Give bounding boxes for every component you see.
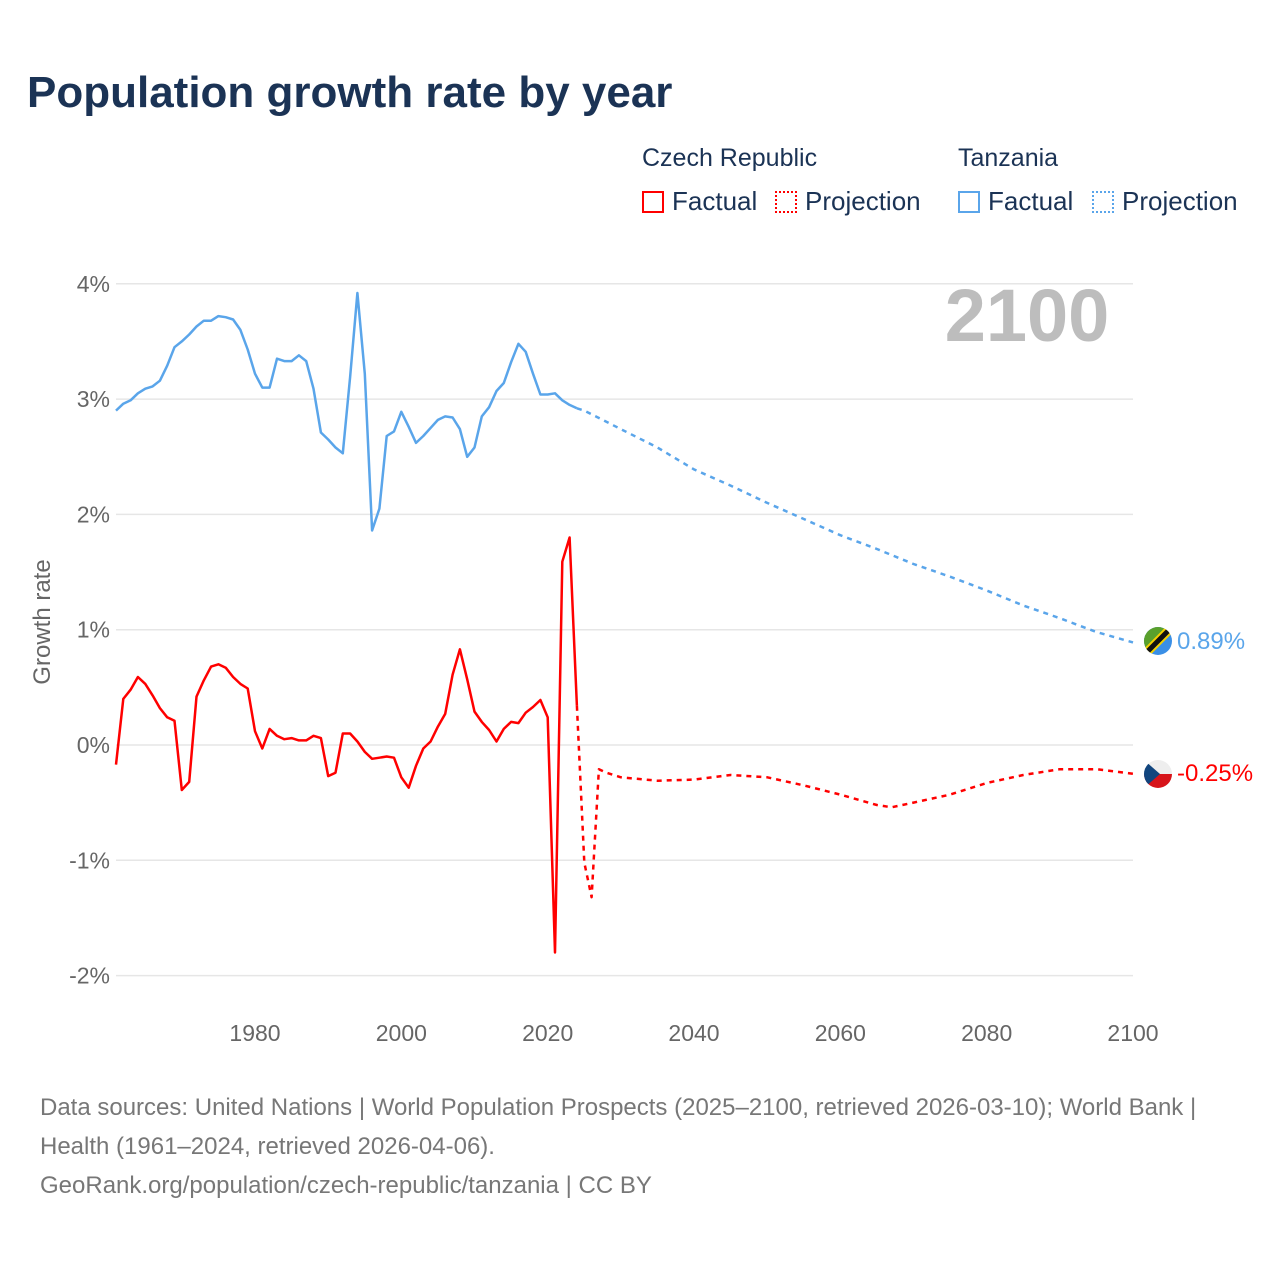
x-tick-label: 2080 [961,1020,1012,1046]
legend-swatch-dotted [1092,190,1114,213]
x-tick-label: 2020 [522,1020,573,1046]
tanzania-end-label: 0.89% [1177,628,1245,655]
legend-swatch-solid [642,190,664,213]
legend-swatch-dotted [775,190,797,213]
source-link[interactable]: GeoRank.org/population/czech-republic/ta… [40,1172,652,1199]
y-tick-label: 3% [77,386,110,412]
series-line-czech-republic-projection [575,705,1134,899]
legend-label: Projection [1122,186,1238,216]
x-tick-label: 1980 [229,1020,280,1046]
y-tick-label: 1% [77,617,110,643]
chart-area: 4% 3% 2% 1% 0% -1% -2% 1980 2000 2020 2040 2060 2080… [29,271,1253,1046]
page-title: Population growth rate by year [27,68,673,117]
series-line-tanzania-factual [115,291,578,532]
y-tick-label: -2% [69,963,110,989]
legend-label: Factual [672,186,758,216]
legend-czech-projection[interactable]: Projection [775,186,921,217]
czech-flag-icon [1144,760,1172,788]
tanzania-flag-icon [1144,627,1172,655]
series-line-czech-republic-factual [114,536,579,954]
legend-label: Projection [805,186,921,216]
legend-tanzania-factual[interactable]: Factual [958,186,1073,217]
series-line-tanzania-projection [576,407,1134,644]
data-sources: Data sources: United Nations | World Pop… [40,1094,1197,1160]
x-tick-label: 2000 [376,1020,427,1046]
y-tick-label: 2% [77,501,110,527]
y-axis-label: Growth rate [29,559,56,684]
y-tick-label: 0% [77,732,110,758]
legend-czech-factual[interactable]: Factual [642,186,757,217]
x-tick-label: 2060 [815,1020,866,1046]
legend-group-tanzania: Tanzania [958,144,1059,172]
legend-swatch-solid [958,190,980,213]
legend-group-czech: Czech Republic [642,144,818,172]
czech-end-label: -0.25% [1177,760,1253,787]
year-indicator: 2100 [945,274,1110,357]
x-tick-label: 2040 [668,1020,719,1046]
legend-tanzania-projection[interactable]: Projection [1092,186,1238,217]
footer: Data sources: United Nations | World Pop… [40,1088,1240,1205]
y-tick-label: 4% [77,271,110,297]
y-tick-label: -1% [69,847,110,873]
legend-label: Factual [988,186,1074,216]
x-tick-label: 2100 [1107,1020,1158,1046]
